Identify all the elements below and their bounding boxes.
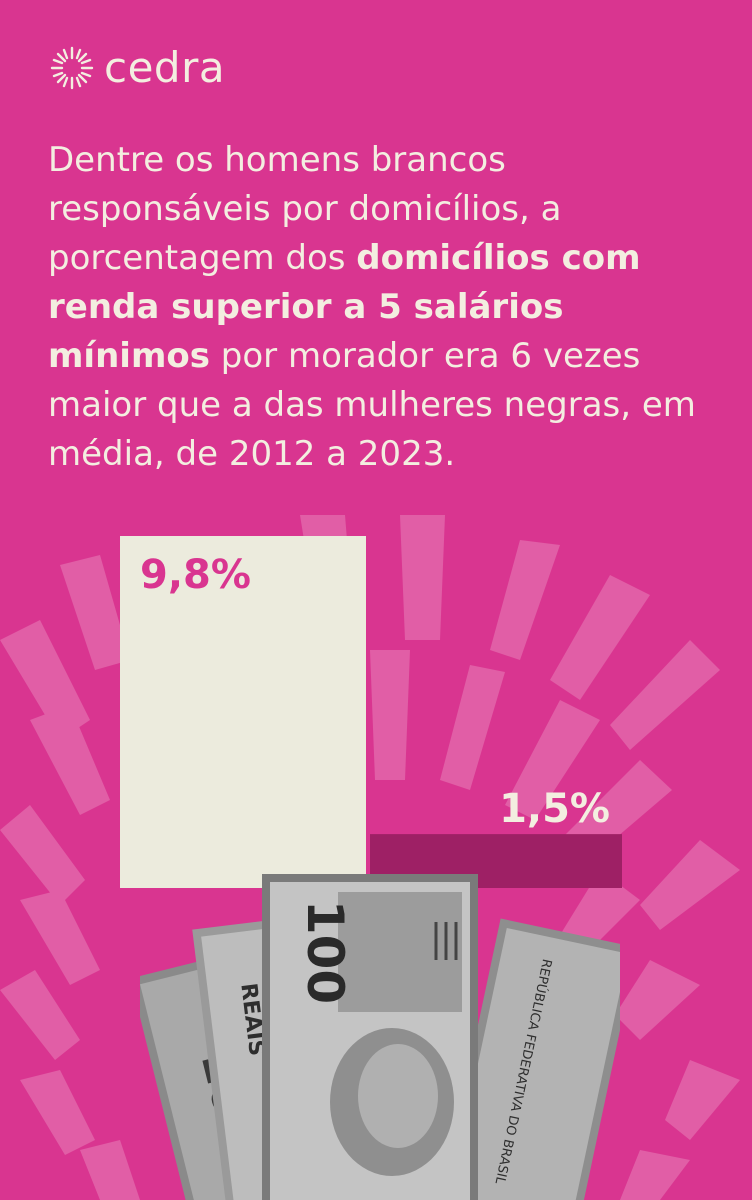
bar-value-label-2: 1,5% bbox=[499, 786, 610, 832]
bar-value-label-1: 9,8% bbox=[140, 552, 251, 598]
banknotes-illustration: 100 REAIS REPÚBLICA FEDERATIVA DO BRASIL… bbox=[140, 874, 620, 1200]
headline-part1: Dentre os homens brancos responsáveis po… bbox=[48, 140, 562, 278]
headline: Dentre os homens brancos responsáveis po… bbox=[48, 136, 708, 479]
headline-part2: por morador era 6 vezes maior que a das … bbox=[48, 336, 696, 474]
bar-1 bbox=[120, 536, 366, 888]
brand-name: cedra bbox=[104, 43, 226, 92]
brand-logo: cedra bbox=[48, 44, 225, 92]
sunburst-icon bbox=[50, 46, 94, 90]
banknote-value-center: 100 bbox=[296, 900, 354, 1004]
headline-bold: domicílios com renda superior a 5 salári… bbox=[48, 238, 641, 376]
